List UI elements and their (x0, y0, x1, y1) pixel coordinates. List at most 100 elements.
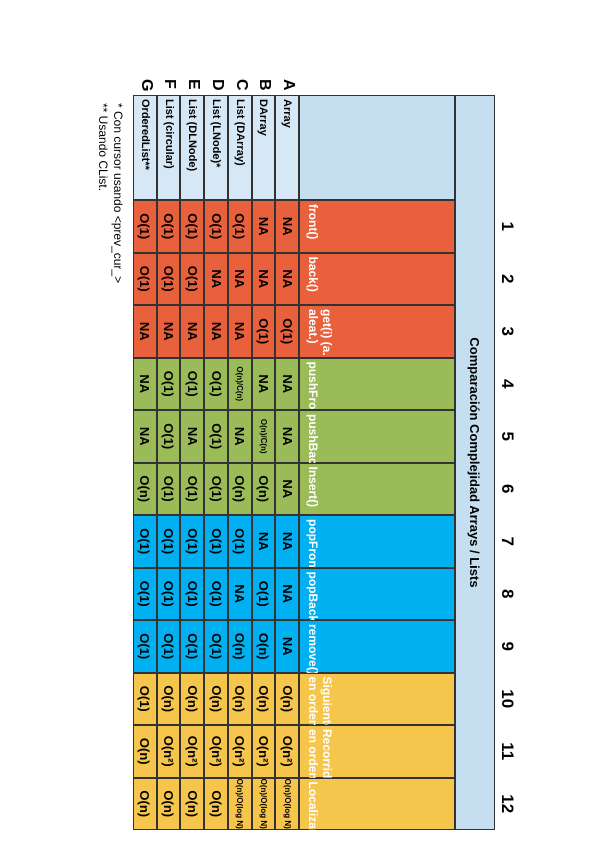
complexity-cell: NA (275, 410, 299, 463)
complexity-cell: O(1) (180, 515, 205, 568)
complexity-cell: O(n) (204, 777, 228, 830)
complexity-cell: O(1) (133, 200, 157, 253)
complexity-cell: NA (180, 410, 205, 463)
complexity-cell: O(1) (204, 515, 228, 568)
complexity-cell: O(n)/O(log N) (251, 777, 276, 830)
complexity-cell: O(1) (180, 462, 205, 515)
row-letter: B (256, 79, 274, 91)
complexity-cell: O(n) (156, 777, 181, 830)
complexity-cell: NA (251, 200, 276, 253)
complexity-cell: O(n) (227, 620, 252, 673)
complexity-cell: O(1) (156, 515, 181, 568)
column-header: pushBack() (299, 410, 455, 479)
complexity-cell: O(1) (133, 252, 157, 305)
complexity-cell: O(n²) (275, 725, 299, 778)
complexity-cell: O(1) (204, 567, 228, 620)
complexity-cell: NA (251, 357, 276, 410)
column-number: 10 (498, 689, 517, 709)
complexity-cell: O(1) (180, 620, 205, 673)
complexity-cell: O(1) (180, 567, 205, 620)
row-letter: E (185, 79, 203, 90)
complexity-cell: O(n)/O(log N) (227, 777, 252, 830)
complexity-cell: NA (133, 305, 157, 358)
complexity-cell: NA (204, 305, 228, 358)
complexity-cell: O(1) (133, 567, 157, 620)
complexity-cell: O(n) (251, 462, 276, 515)
column-number: 11 (498, 742, 517, 761)
complexity-cell: O(1) (156, 200, 181, 253)
complexity-cell: O(n²) (180, 725, 205, 778)
complexity-cell: O(n) (275, 672, 299, 725)
column-header: front() (299, 200, 455, 253)
complexity-cell: O(n²) (251, 725, 276, 778)
complexity-cell: NA (227, 410, 252, 463)
complexity-cell: O(1) (156, 567, 181, 620)
row-label: DArray (251, 95, 276, 200)
complexity-cell: O(1) (156, 252, 181, 305)
corner-cell (299, 95, 455, 200)
row-label: List (LNode)* (204, 95, 228, 200)
complexity-cell: O(1) (204, 357, 228, 410)
complexity-cell: O(n)/C(n) (251, 410, 276, 463)
complexity-cell: O(1) (227, 200, 252, 253)
column-header: Siguiente en orden (299, 672, 455, 731)
complexity-cell: NA (275, 620, 299, 673)
complexity-cell: O(n²) (156, 725, 181, 778)
complexity-cell: O(1) (251, 305, 276, 358)
footnote: * Con cursor usando <prev_cur_> (111, 103, 125, 284)
row-letter: G (137, 79, 155, 92)
complexity-cell: O(n) (133, 725, 157, 778)
complexity-cell: NA (204, 252, 228, 305)
complexity-cell: O(n) (180, 777, 205, 830)
complexity-cell: O(n) (227, 672, 252, 725)
column-header: popFront() (299, 515, 455, 580)
complexity-cell: O(n) (180, 672, 205, 725)
complexity-cell: O(n) (227, 462, 252, 515)
row-label: OrderedList** (133, 95, 157, 200)
column-number: 6 (498, 484, 517, 494)
complexity-cell: O(1) (227, 515, 252, 568)
complexity-cell: O(1) (133, 515, 157, 568)
complexity-cell: O(n) (251, 620, 276, 673)
complexity-cell: O(1) (133, 672, 157, 725)
complexity-cell: O(n²) (204, 725, 228, 778)
column-header: Recorrido en orden (299, 725, 455, 786)
complexity-cell: NA (133, 357, 157, 410)
complexity-cell: NA (275, 462, 299, 515)
complexity-cell: O(1) (204, 410, 228, 463)
complexity-cell: O(n) (156, 672, 181, 725)
row-label: Array (275, 95, 299, 200)
column-number: 5 (498, 431, 517, 441)
complexity-cell: O(1) (275, 305, 299, 358)
complexity-cell: O(n)/C(n) (227, 357, 252, 410)
row-letter: C (232, 79, 250, 91)
row-label: List (DLNode) (180, 95, 205, 200)
complexity-cell: NA (251, 252, 276, 305)
table-title: Comparación Complejidad Arrays / Lists (455, 95, 495, 830)
column-header: Insert() (299, 462, 455, 515)
row-letter: A (280, 79, 297, 91)
complexity-cell: O(1) (156, 410, 181, 463)
complexity-cell: NA (227, 305, 252, 358)
complexity-cell: O(1) (156, 357, 181, 410)
column-header: back() (299, 252, 455, 305)
row-label: List (DArray) (227, 95, 252, 200)
column-number: 2 (498, 274, 517, 284)
column-header: get(i) (a. aleat.) (299, 305, 455, 358)
complexity-cell: O(1) (204, 462, 228, 515)
column-number: 9 (498, 641, 517, 651)
complexity-cell: O(1) (156, 620, 181, 673)
column-header: popBack() (299, 567, 455, 630)
footnote: ** Usando CList. (96, 103, 110, 192)
complexity-cell: NA (180, 305, 205, 358)
complexity-cell: O(1) (180, 252, 205, 305)
row-letter: D (208, 79, 226, 91)
complexity-cell: O(1) (204, 200, 228, 253)
complexity-cell: NA (275, 567, 299, 620)
column-number: 7 (498, 536, 517, 546)
column-number: 3 (498, 326, 517, 336)
complexity-cell: O(1) (180, 200, 205, 253)
column-header: Localizar (299, 777, 455, 834)
